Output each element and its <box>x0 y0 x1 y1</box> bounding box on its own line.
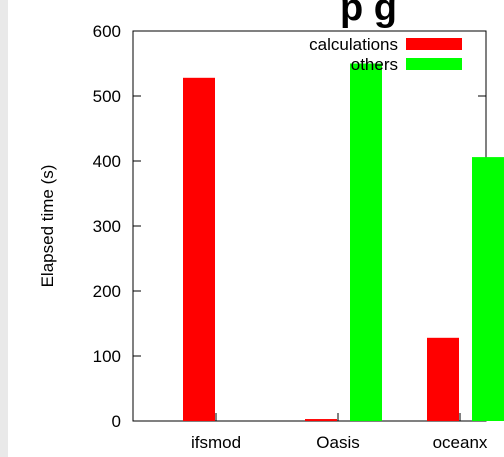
y-tick-label-1: 100 <box>93 347 121 366</box>
y-tick-label-4: 400 <box>93 152 121 171</box>
x-tick-label-Oasis: Oasis <box>316 433 359 452</box>
legend-swatch-calculations <box>406 38 462 50</box>
legend-label-others: others <box>351 55 398 74</box>
y-axis: 0 100 200 300 400 500 600 <box>93 22 486 431</box>
y-tick-label-2: 200 <box>93 282 121 301</box>
bar-calculations-ifsmod <box>183 77 215 422</box>
y-tick-label-0: 0 <box>112 412 121 431</box>
bar-others-Oasis <box>350 63 382 421</box>
y-axis-label: Elapsed time (s) <box>38 165 57 288</box>
bar-calculations-oceanx <box>427 337 459 421</box>
x-tick-label-oceanx: oceanx <box>433 433 488 452</box>
chart-frame <box>8 0 504 457</box>
y-tick-label-3: 300 <box>93 217 121 236</box>
bars-group <box>183 63 504 422</box>
header-title-fragment: p g <box>340 0 397 29</box>
bar-others-oceanx <box>472 157 504 421</box>
y-tick-label-5: 500 <box>93 87 121 106</box>
bar-calculations-Oasis <box>305 419 337 421</box>
legend-swatch-others <box>406 58 462 70</box>
legend-label-calculations: calculations <box>309 35 398 54</box>
y-tick-label-6: 600 <box>93 22 121 41</box>
x-axis: ifsmod Oasis oceanx <box>191 413 488 452</box>
x-tick-label-ifsmod: ifsmod <box>191 433 241 452</box>
